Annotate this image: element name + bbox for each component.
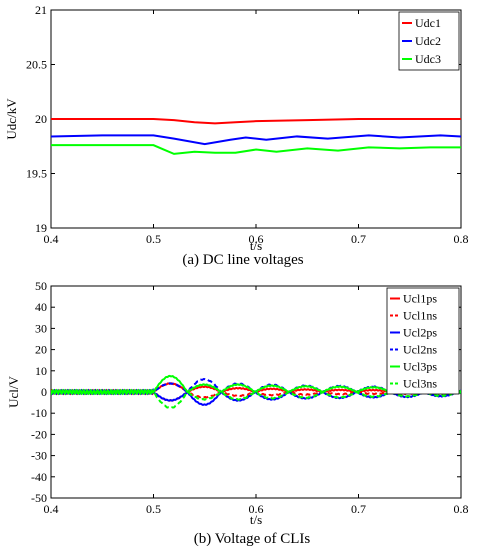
x-tick-label: 0.5 (146, 502, 161, 516)
x-tick-label: 0.6 (249, 232, 264, 246)
series-line-udc1 (51, 118, 461, 125)
x-tick-label: 0.4 (44, 232, 59, 246)
x-tick-label: 0.5 (146, 232, 161, 246)
legend-label-ucl1ps: Ucl1ps (403, 292, 437, 306)
series-group (51, 118, 461, 155)
legend-label-udc3: Udc3 (415, 52, 441, 66)
x-tick-label: 0.4 (44, 502, 59, 516)
y-tick-label: 19 (35, 221, 47, 235)
y-axis-label: Ucl/V (6, 376, 21, 408)
x-tick-label: 0.7 (351, 232, 366, 246)
legend-label-ucl2ps: Ucl2ps (403, 326, 437, 340)
y-tick-label: 40 (35, 300, 47, 314)
series-line-udc2 (51, 134, 461, 146)
y-tick-label: 19.5 (26, 167, 47, 181)
legend: Ucl1ps Ucl1ns Ucl2ps Ucl2ns Ucl3ps Ucl3ns (386, 287, 460, 395)
y-tick-label: 20.5 (26, 58, 47, 72)
x-tick-label: 0.8 (454, 232, 469, 246)
legend: Udc1 Udc2 Udc3 (398, 11, 460, 71)
legend-label-ucl1ns: Ucl1ns (403, 309, 437, 323)
chart-panel-1: 0.4 0.5 0.6 0.7 0.8 19 19.5 20 20.5 21 t/s Udc/kV (a… (4, 3, 469, 268)
y-tick-label: 0 (41, 385, 47, 399)
x-tick-label: 0.8 (454, 502, 469, 516)
legend-label-ucl3ns: Ucl3ns (403, 377, 437, 391)
y-tick-label: -20 (31, 427, 47, 441)
legend-label-ucl3ps: Ucl3ps (403, 360, 437, 374)
legend-label-udc2: Udc2 (415, 34, 441, 48)
chart-caption: (a) DC line voltages (182, 252, 303, 268)
chart-panel-2: 0.4 0.5 0.6 0.7 0.8 -50 -40 -30 -20 -10 0 10 20 30 40 5… (6, 279, 469, 547)
legend-label-udc1: Udc1 (415, 16, 441, 30)
chart-caption: (b) Voltage of CLIs (194, 531, 311, 547)
y-tick-label: -30 (31, 449, 47, 463)
legend-box (386, 287, 460, 395)
y-tick-label: -50 (31, 491, 47, 505)
series-line-udc3 (51, 144, 461, 155)
y-axis-label: Udc/kV (4, 98, 19, 140)
x-axis-label: t/s (250, 238, 262, 253)
y-tick-label: 10 (35, 364, 47, 378)
x-tick-label: 0.6 (249, 502, 264, 516)
legend-label-ucl2ns: Ucl2ns (403, 343, 437, 357)
y-tick-label: -40 (31, 470, 47, 484)
x-axis-label: t/s (250, 512, 262, 527)
y-tick-label: -10 (31, 406, 47, 420)
y-tick-label: 21 (35, 3, 47, 17)
y-tick-label: 20 (35, 112, 47, 126)
x-tick-label: 0.7 (351, 502, 366, 516)
y-tick-label: 30 (35, 321, 47, 335)
y-tick-label: 20 (35, 343, 47, 357)
y-tick-label: 50 (35, 279, 47, 293)
